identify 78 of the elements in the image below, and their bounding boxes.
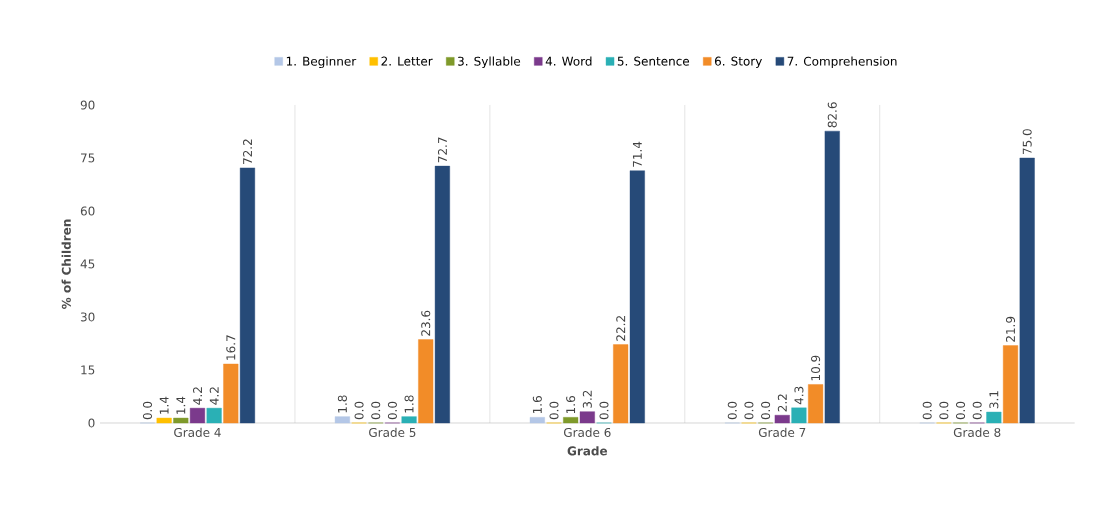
x-tick-label: Grade 8 xyxy=(953,427,1001,437)
bar xyxy=(629,170,645,424)
data-label: 72.7 xyxy=(437,137,447,163)
data-label: 0.0 xyxy=(744,401,754,420)
data-label: 4.2 xyxy=(193,387,202,405)
data-label: 72.2 xyxy=(243,139,252,164)
bar xyxy=(173,417,189,424)
x-axis-title: Grade xyxy=(567,446,608,456)
y-tick-label: 75 xyxy=(81,153,95,163)
y-tick-label: 15 xyxy=(81,365,95,375)
x-tick-label: Grade 5 xyxy=(369,427,416,437)
data-label: 1.6 xyxy=(532,396,542,414)
x-tick-label: Grade 6 xyxy=(563,427,611,437)
y-tick-label: 45 xyxy=(80,259,95,269)
data-label: 71.4 xyxy=(632,141,642,167)
x-tick-label: Grade 4 xyxy=(174,427,221,437)
y-tick-label: 60 xyxy=(80,206,95,216)
legend-label: 2. Letter xyxy=(381,56,433,66)
bar xyxy=(791,407,807,424)
data-label: 0.0 xyxy=(387,401,397,420)
data-label: 4.3 xyxy=(794,386,804,405)
legend-label: 7. Comprehension xyxy=(787,56,897,69)
y-tick-label: 90 xyxy=(80,100,95,110)
data-label: 23.6 xyxy=(421,310,431,336)
data-label: 0.0 xyxy=(354,401,364,420)
legend-label: 5. Sentence xyxy=(617,56,690,66)
y-tick-label: 30 xyxy=(80,312,95,322)
bar xyxy=(529,417,545,424)
data-label: 1.6 xyxy=(566,396,576,414)
data-label: 1.4 xyxy=(159,396,169,414)
data-label: 3.2 xyxy=(582,390,592,408)
legend-label: 6. Story xyxy=(714,56,762,68)
data-label: 1.4 xyxy=(176,396,186,414)
bar xyxy=(206,407,222,424)
bar xyxy=(613,344,629,424)
bar xyxy=(334,416,350,424)
bar xyxy=(223,363,239,424)
bar xyxy=(579,411,595,424)
data-label: 0.0 xyxy=(955,401,966,420)
data-label: 0.0 xyxy=(761,401,771,420)
data-label: 0.0 xyxy=(549,401,559,420)
bar xyxy=(418,339,434,424)
data-label: 0.0 xyxy=(371,401,381,420)
data-label: 22.2 xyxy=(616,316,626,341)
data-label: 1.8 xyxy=(404,395,414,413)
data-label: 0.0 xyxy=(972,401,982,420)
data-label: 4.2 xyxy=(209,387,219,405)
data-label: 2.2 xyxy=(777,394,787,412)
y-axis-title: % of Children xyxy=(61,219,71,309)
data-label: 0.0 xyxy=(939,401,949,420)
bar xyxy=(156,417,172,424)
bar xyxy=(1019,157,1035,424)
bar xyxy=(1002,345,1019,424)
data-label: 82.6 xyxy=(827,102,837,128)
data-label: 21.9 xyxy=(1005,316,1016,342)
data-label: 3.1 xyxy=(989,391,999,409)
bar xyxy=(824,130,840,424)
y-tick-label: 0 xyxy=(88,418,95,428)
bar xyxy=(986,411,1002,424)
data-label: 16.7 xyxy=(226,335,236,360)
bar xyxy=(189,407,206,424)
data-label: 0.0 xyxy=(922,401,932,420)
bar xyxy=(563,417,579,424)
x-tick-label: Grade 7 xyxy=(758,427,806,437)
data-label: 0.0 xyxy=(599,401,609,420)
bar xyxy=(774,415,790,424)
data-label: 75.0 xyxy=(1022,129,1032,155)
legend-label: 4. Word xyxy=(545,56,592,66)
data-label: 0.0 xyxy=(142,401,153,420)
bar xyxy=(808,384,824,424)
bar xyxy=(401,416,417,424)
data-label: 1.8 xyxy=(337,395,347,413)
bar xyxy=(239,167,256,424)
data-label: 10.9 xyxy=(811,355,821,381)
legend-label: 1. Beginner xyxy=(286,56,357,69)
data-label: 0.0 xyxy=(727,401,737,420)
legend-label: 3. Syllable xyxy=(458,56,521,69)
bar xyxy=(434,165,450,424)
